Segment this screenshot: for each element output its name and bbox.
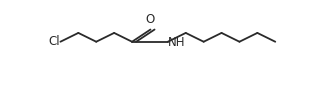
Text: NH: NH [168,36,186,49]
Text: Cl: Cl [49,35,60,48]
Text: O: O [146,13,155,26]
